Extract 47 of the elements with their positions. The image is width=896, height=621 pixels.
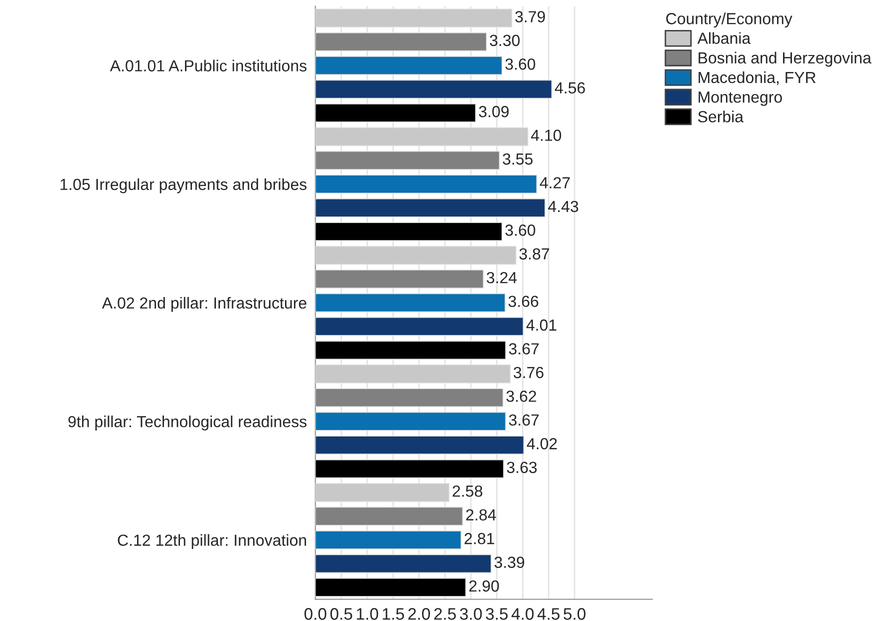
x-tick-label: 1.0	[356, 608, 378, 620]
data-label: 3.62	[506, 390, 536, 402]
data-label: 3.79	[515, 11, 545, 22]
legend-label: Bosnia and Herzegovina	[698, 52, 872, 67]
data-label: 3.87	[519, 248, 550, 260]
x-tick-label: 3.0	[460, 608, 482, 620]
data-label: 3.55	[502, 153, 533, 165]
x-tick-label: 0.5	[330, 608, 352, 620]
data-label: 3.66	[508, 296, 538, 308]
data-label: 3.76	[514, 366, 544, 378]
data-label: 4.10	[531, 130, 562, 141]
data-label: 4.01	[526, 319, 556, 331]
y-tick-label: 9th pillar: Technological readiness	[68, 416, 306, 430]
legend-title: Country/Economy	[666, 12, 792, 28]
data-label: 2.58	[452, 485, 482, 497]
legend-label: Serbia	[698, 110, 744, 122]
y-tick-label: C.12 12th pillar: Innovation	[118, 534, 306, 550]
x-tick-label: 4.0	[512, 608, 534, 620]
x-tick-label: 2.5	[434, 608, 456, 620]
legend-label: Montenegro	[698, 92, 782, 106]
data-label: 2.81	[464, 532, 494, 544]
data-label: 3.24	[486, 272, 517, 284]
data-label: 3.60	[505, 224, 536, 236]
data-label: 4.43	[548, 200, 578, 212]
data-label: 3.09	[478, 106, 509, 118]
x-tick-label: 0.0	[304, 608, 326, 620]
data-label: 3.30	[490, 34, 520, 46]
y-tick-label: 1.05 Irregular payments and bribes	[60, 178, 307, 194]
data-label: 2.90	[469, 580, 499, 592]
x-tick-label: 3.5	[486, 608, 508, 620]
data-label: 3.60	[505, 58, 536, 70]
data-label: 4.56	[554, 82, 585, 94]
y-tick-label: A.02 2nd pillar: Infrastructure	[102, 296, 306, 312]
x-tick-label: 2.0	[408, 608, 430, 620]
y-tick-label: A.01.01 A.Public institutions	[110, 60, 306, 72]
data-label: 2.84	[466, 509, 496, 521]
data-label: 3.39	[494, 556, 524, 568]
data-label: 3.63	[506, 462, 537, 474]
legend-label: Albania	[697, 32, 751, 44]
data-label: 4.27	[540, 177, 570, 188]
x-tick-label: 4.5	[537, 608, 560, 620]
data-label: 4.02	[526, 438, 557, 450]
data-label: 3.67	[508, 414, 539, 426]
x-tick-label: 5.0	[564, 608, 586, 620]
x-tick-label: 1.5	[382, 608, 404, 620]
legend-label: Macedonia, FYR	[698, 71, 816, 86]
data-label: 3.67	[508, 343, 539, 354]
